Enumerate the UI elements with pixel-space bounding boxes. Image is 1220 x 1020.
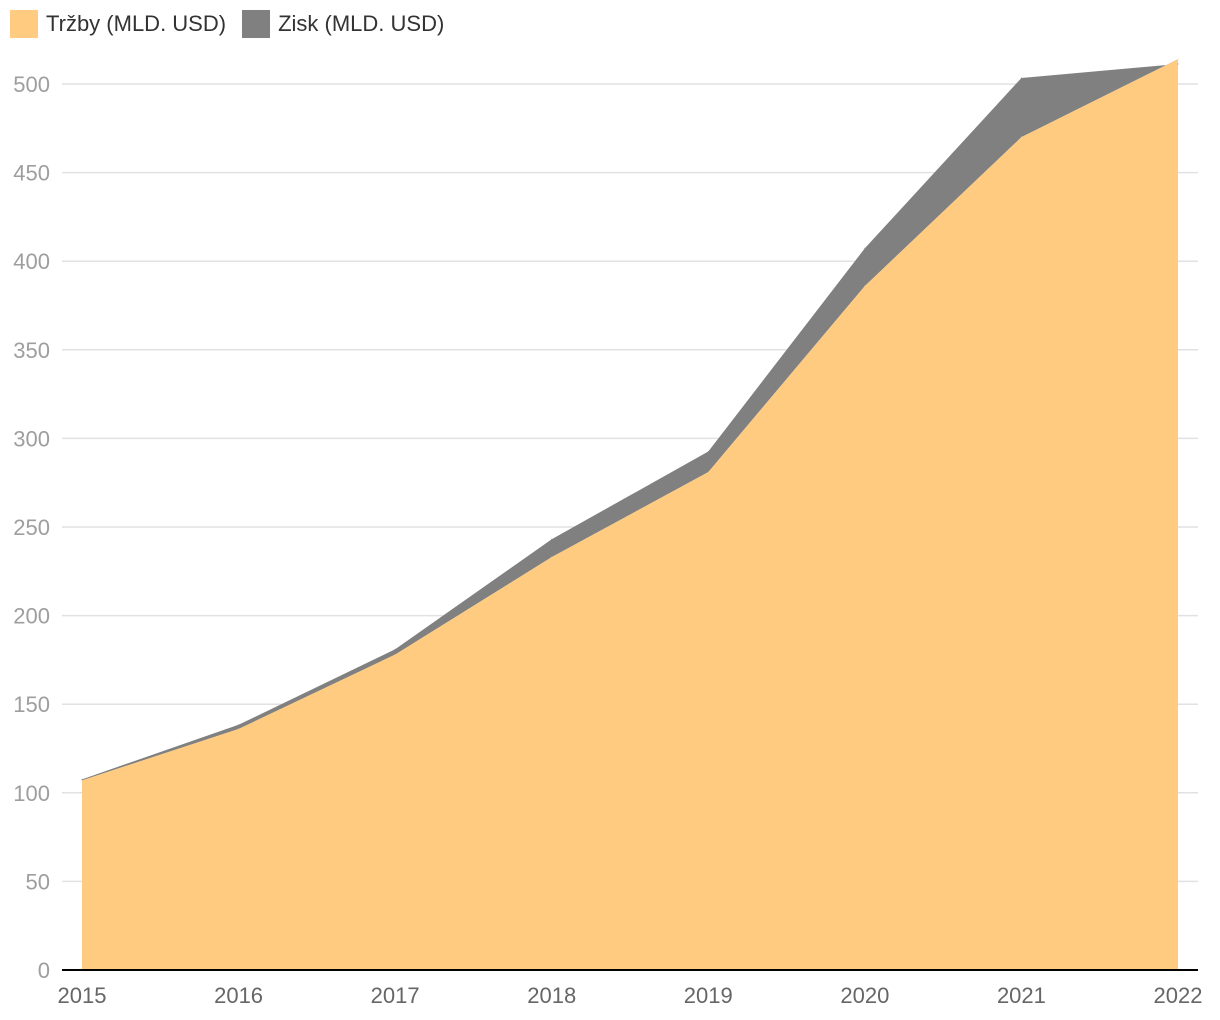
y-tick-label: 500 <box>13 72 50 97</box>
y-tick-labels: 0 50 100 150 200 250 300 350 400 450 500 <box>13 72 50 983</box>
point-revenue-2017 <box>394 654 396 656</box>
point-profit-2018 <box>551 538 553 540</box>
area-profit <box>82 59 1178 781</box>
point-profit-2015 <box>81 778 83 780</box>
y-tick-label: 200 <box>13 604 50 629</box>
area-revenue <box>82 59 1178 970</box>
point-revenue-2020 <box>864 285 866 287</box>
x-tick-label: 2018 <box>527 983 576 1008</box>
x-tick-label: 2020 <box>840 983 889 1008</box>
legend-item-profit: Zisk (MLD. USD) <box>242 10 444 38</box>
point-profit-2021 <box>1020 77 1022 79</box>
point-revenue-2016 <box>238 728 240 730</box>
point-profit-2020 <box>864 247 866 249</box>
x-tick-label: 2016 <box>214 983 263 1008</box>
y-tick-label: 150 <box>13 692 50 717</box>
y-tick-label: 300 <box>13 426 50 451</box>
point-profit-2022 <box>1177 63 1179 65</box>
x-tick-label: 2022 <box>1154 983 1203 1008</box>
legend-label-revenue: Tržby (MLD. USD) <box>46 11 227 36</box>
x-tick-labels: 2015 2016 2017 2018 2019 2020 2021 2022 <box>58 983 1203 1008</box>
legend: Tržby (MLD. USD) Zisk (MLD. USD) <box>10 10 444 38</box>
point-revenue-2021 <box>1020 136 1022 138</box>
point-revenue-2018 <box>551 556 553 558</box>
y-tick-label: 400 <box>13 249 50 274</box>
legend-label-profit: Zisk (MLD. USD) <box>278 11 445 36</box>
point-profit-2016 <box>238 724 240 726</box>
area-series <box>81 58 1179 970</box>
point-profit-2017 <box>394 648 396 650</box>
x-tick-label: 2019 <box>684 983 733 1008</box>
legend-swatch-revenue <box>10 10 38 38</box>
legend-swatch-profit <box>242 10 271 38</box>
point-profit-2019 <box>707 451 709 453</box>
x-tick-label: 2015 <box>58 983 107 1008</box>
y-tick-label: 450 <box>13 161 50 186</box>
x-tick-label: 2017 <box>371 983 420 1008</box>
x-tick-label: 2021 <box>997 983 1046 1008</box>
y-tick-label: 100 <box>13 781 50 806</box>
point-revenue-2015 <box>81 779 83 781</box>
point-revenue-2019 <box>707 471 709 473</box>
y-tick-label: 350 <box>13 338 50 363</box>
legend-item-revenue: Tržby (MLD. USD) <box>10 10 226 38</box>
y-tick-label: 250 <box>13 515 50 540</box>
y-tick-label: 0 <box>38 958 50 983</box>
y-tick-label: 50 <box>26 869 50 894</box>
point-revenue-2022 <box>1177 58 1179 60</box>
